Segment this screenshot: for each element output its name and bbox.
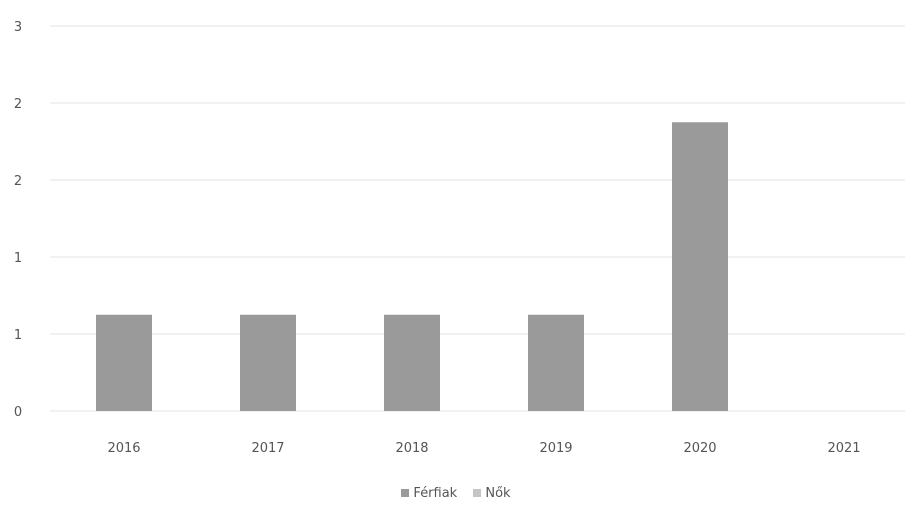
gridlines [50,25,905,412]
x-tick-label: 2021 [827,441,860,456]
legend-label-nok: Nők [485,486,511,501]
y-tick-label: 0 [14,405,22,420]
legend-swatch-nok [473,489,482,497]
x-tick-label: 2018 [395,441,428,456]
y-tick-label: 2 [14,174,22,189]
y-tick-label: 1 [14,328,22,343]
y-axis-ticks: 0 1 1 2 2 3 [14,20,22,420]
bars [96,122,728,411]
x-tick-label: 2017 [251,441,284,456]
bar-ferfiak-2020 [672,122,728,411]
bar-ferfiak-2019 [528,314,584,411]
legend-item-nok: Nők [473,486,511,501]
x-tick-label: 2016 [107,441,140,456]
bar-ferfiak-2016 [96,314,152,411]
y-tick-label: 2 [14,97,22,112]
x-tick-label: 2020 [683,441,716,456]
bar-ferfiak-2018 [384,314,440,411]
y-tick-label: 1 [14,251,22,266]
legend: Férfiak Nők [0,486,912,501]
legend-label-ferfiak: Férfiak [413,486,458,501]
legend-item-ferfiak: Férfiak [401,486,457,501]
x-tick-label: 2019 [539,441,572,456]
legend-swatch-ferfiak [401,489,410,497]
y-tick-label: 3 [14,20,22,35]
x-axis-ticks: 2016 2017 2018 2019 2020 2021 [107,441,860,456]
bar-ferfiak-2017 [240,314,296,411]
